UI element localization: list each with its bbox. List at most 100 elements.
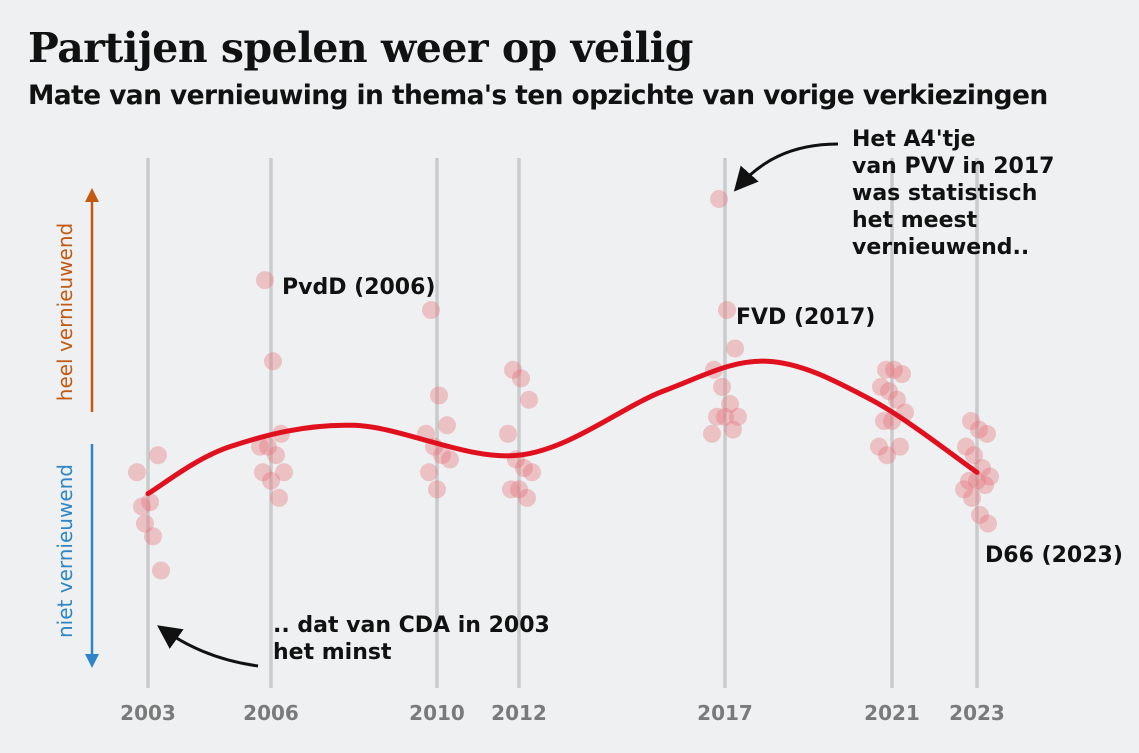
data-point	[721, 394, 739, 413]
data-point	[128, 463, 146, 482]
data-point	[708, 407, 726, 426]
data-point	[703, 424, 721, 443]
data-point	[251, 437, 269, 456]
cda-annotation-arrow	[157, 625, 259, 668]
pvv-annotation-line: was statistisch	[852, 181, 1037, 206]
x-tick-label: 2021	[864, 701, 920, 725]
x-tick-label: 2003	[120, 701, 176, 725]
data-point	[275, 463, 293, 482]
data-point	[422, 301, 440, 320]
pvv-annotation-line: vernieuwend..	[852, 235, 1029, 260]
data-point	[254, 463, 272, 482]
data-point	[433, 446, 451, 465]
data-point	[502, 480, 520, 499]
x-tick-label: 2023	[949, 701, 1005, 725]
data-point	[970, 420, 988, 439]
data-point	[957, 437, 975, 456]
cda-annotation-line: .. dat van CDA in 2003	[273, 613, 550, 638]
pvv-annotation-line: het meest	[852, 208, 978, 233]
data-point	[726, 339, 744, 358]
pvv-annotation-line: Het A4'tje	[852, 127, 976, 152]
data-point	[267, 446, 285, 465]
pvv-annotation-arrow	[733, 142, 839, 192]
data-point	[981, 467, 999, 486]
data-point	[523, 463, 541, 482]
data-point	[870, 437, 888, 456]
data-point	[872, 377, 890, 396]
data-point	[955, 480, 973, 499]
data-point	[441, 450, 459, 469]
data-point	[893, 365, 911, 384]
data-point	[891, 437, 909, 456]
novelty-axis: heel vernieuwend niet vernieuwend	[53, 188, 99, 668]
data-point	[976, 476, 994, 495]
trend-line	[145, 358, 980, 497]
x-tick-label: 2010	[409, 701, 465, 725]
data-point	[963, 488, 981, 507]
data-point	[149, 446, 167, 465]
data-point	[256, 271, 274, 290]
data-point	[136, 514, 154, 533]
d66-label: D66 (2023)	[985, 543, 1123, 568]
chart-subtitle: Mate van vernieuwing in thema's ten opzi…	[28, 80, 1048, 111]
data-point	[512, 369, 530, 388]
data-point	[978, 424, 996, 443]
data-point	[264, 352, 282, 371]
down-arrow-head	[85, 654, 99, 668]
data-point	[141, 493, 159, 512]
x-tick-label: 2017	[697, 701, 753, 725]
data-point	[710, 190, 728, 208]
gridlines	[146, 158, 979, 688]
data-point	[968, 471, 986, 490]
data-point	[960, 471, 978, 490]
data-point	[724, 420, 742, 439]
data-point	[133, 497, 151, 516]
data-point	[875, 412, 893, 431]
data-point	[888, 390, 906, 409]
data-point	[152, 561, 170, 580]
data-point	[438, 416, 456, 435]
data-point	[144, 527, 162, 546]
data-point	[716, 407, 734, 426]
data-point	[504, 360, 522, 379]
data-point	[877, 360, 895, 379]
cda-annotation-line: het minst	[273, 640, 392, 665]
down-axis-label: niet vernieuwend	[53, 464, 77, 638]
data-point	[729, 407, 747, 426]
fvd-label: FVD (2017)	[736, 305, 875, 330]
up-arrow-head	[85, 188, 99, 202]
pvv-annotation: Het A4'tje van PVV in 2017 was statistis…	[852, 127, 1062, 260]
data-point	[430, 386, 448, 405]
data-point	[962, 412, 980, 431]
cda-annotation: .. dat van CDA in 2003 het minst	[273, 613, 558, 665]
x-tick-label: 2006	[243, 701, 299, 725]
data-point	[713, 377, 731, 396]
x-tick-labels: 2003 2006 2010 2012 2017 2021 2023	[120, 701, 1005, 725]
data-point	[428, 480, 446, 499]
up-axis-label: heel vernieuwend	[53, 223, 77, 401]
data-point	[262, 471, 280, 490]
data-point	[499, 424, 517, 443]
data-point	[878, 446, 896, 465]
x-tick-label: 2012	[491, 701, 547, 725]
pvv-annotation-line: van PVV in 2017	[852, 154, 1054, 179]
pvdd-label: PvdD (2006)	[282, 275, 435, 300]
data-point	[885, 360, 903, 379]
data-point	[965, 446, 983, 465]
data-point	[515, 459, 533, 478]
data-point	[718, 301, 736, 320]
chart-title: Partijen spelen weer op veilig	[28, 24, 693, 72]
data-points	[128, 190, 999, 580]
data-point	[518, 488, 536, 507]
data-point	[979, 514, 997, 533]
data-point	[520, 390, 538, 409]
data-point	[510, 480, 528, 499]
data-point	[971, 505, 989, 524]
data-point	[270, 488, 288, 507]
data-point	[259, 437, 277, 456]
data-point	[420, 463, 438, 482]
annotations: Het A4'tje van PVV in 2017 was statistis…	[157, 127, 1123, 668]
data-point	[880, 382, 898, 401]
